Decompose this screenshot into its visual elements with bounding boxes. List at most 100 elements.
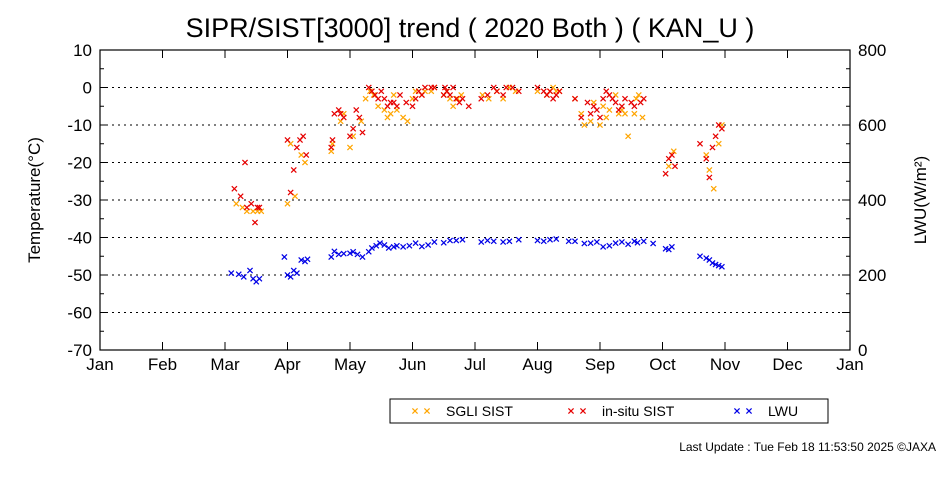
legend-lwu-cross: [745, 407, 753, 415]
y-tick-label: -70: [67, 341, 92, 360]
sgli-point: [458, 91, 465, 99]
insitu-point: [671, 163, 679, 170]
y-tick-label: 0: [83, 79, 92, 98]
lwu-point: [484, 237, 491, 244]
data-points: [228, 84, 725, 285]
sgli-point: [387, 110, 394, 117]
insitu-point: [618, 103, 625, 110]
sgli-point: [600, 103, 607, 110]
lwu-point: [546, 236, 554, 243]
lwu-point: [335, 251, 342, 258]
y-tick-label: -40: [67, 229, 92, 248]
insitu-point: [712, 133, 719, 140]
insitu-point: [256, 204, 263, 211]
insitu-point: [231, 185, 238, 192]
sgli-point: [581, 121, 588, 129]
insitu-point: [668, 151, 675, 159]
lwu-point: [246, 267, 254, 274]
lwu-point: [376, 240, 384, 247]
insitu-point: [441, 84, 449, 91]
x-tick-label: Jan: [836, 355, 863, 374]
insitu-point: [431, 84, 438, 91]
insitu-point: [393, 103, 400, 110]
legend-insitu-label: in-situ SIST: [602, 403, 675, 419]
insitu-point: [484, 91, 491, 99]
lwu-point: [412, 240, 419, 247]
y2-tick-label: 200: [858, 266, 886, 285]
legend: SGLI SIST in-situ SIST LWU: [389, 398, 829, 424]
insitu-point: [493, 88, 500, 95]
insitu-point: [631, 103, 638, 110]
insitu-point: [409, 103, 416, 110]
insitu-point: [290, 166, 297, 174]
legend-box: [389, 398, 829, 424]
sgli-point: [596, 121, 604, 129]
lwu-point: [600, 243, 607, 250]
insitu-point: [350, 125, 357, 132]
lwu-point: [350, 248, 357, 255]
lwu-point: [340, 250, 347, 257]
legend-lwu-label: LWU: [768, 403, 798, 419]
insitu-point: [546, 88, 554, 95]
sgli-point: [606, 106, 613, 114]
lwu-point: [331, 248, 338, 255]
y-tick-labels: 10 0 -10 -20 -30 -40 -50 -60 -70: [67, 41, 92, 360]
insitu-point: [359, 129, 366, 136]
x-tick-label: Sep: [585, 355, 615, 374]
sgli-point: [284, 200, 291, 207]
insitu-point: [300, 133, 307, 140]
sgli-point: [404, 118, 411, 125]
legend-insitu-marker: [567, 407, 587, 415]
sgli-point: [301, 159, 309, 166]
insitu-point: [328, 144, 335, 151]
insitu-point: [329, 136, 336, 144]
lwu-point: [634, 239, 641, 246]
lwu-point: [703, 255, 710, 262]
y-tick-label: 10: [73, 41, 92, 60]
insitu-point: [703, 155, 710, 162]
insitu-point: [340, 114, 347, 121]
lwu-point: [553, 235, 560, 243]
insitu-point: [346, 133, 354, 140]
sgli-point: [603, 114, 610, 121]
insitu-point: [578, 114, 585, 121]
sgli-point: [450, 103, 457, 110]
insitu-point: [381, 95, 388, 102]
insitu-point: [254, 204, 261, 211]
insitu-point: [418, 91, 425, 99]
y2-tick-label: 800: [858, 41, 886, 60]
insitu-point: [600, 95, 607, 102]
lwu-point: [581, 240, 588, 247]
lwu-point: [304, 256, 311, 263]
lwu-point: [612, 240, 619, 247]
sgli-point: [635, 91, 642, 99]
x-tick-labels: Jan Feb Mar Apr May Jun Jul Aug Sep Oct Nov Dec Jan: [86, 355, 863, 374]
legend-sgli-marker: [411, 407, 431, 415]
insitu-point: [640, 95, 647, 102]
x-tick-label: Apr: [274, 355, 301, 374]
x-tick-label: Nov: [710, 355, 741, 374]
lwu-point: [650, 240, 657, 247]
lwu-point: [696, 253, 704, 260]
insitu-point: [571, 95, 579, 102]
sgli-point: [485, 95, 492, 102]
legend-insitu-cross: [579, 407, 587, 415]
lwu-point: [368, 244, 375, 252]
lwu-point: [718, 263, 725, 270]
insitu-point: [251, 219, 259, 226]
lwu-point: [446, 237, 454, 244]
gridlines: [100, 87, 850, 313]
lwu-point: [381, 241, 388, 249]
x-tick-label: Mar: [210, 355, 240, 374]
lwu-point: [618, 238, 625, 246]
sgli-point: [587, 118, 594, 125]
insitu-point: [515, 88, 522, 95]
legend-lwu-cross: [733, 407, 741, 415]
y-tick-label: -50: [67, 266, 92, 285]
legend-sgli-cross: [411, 407, 419, 415]
insitu-point: [621, 95, 629, 102]
lwu-point: [373, 242, 380, 249]
sgli-point: [358, 118, 365, 125]
lwu-point: [506, 238, 513, 245]
